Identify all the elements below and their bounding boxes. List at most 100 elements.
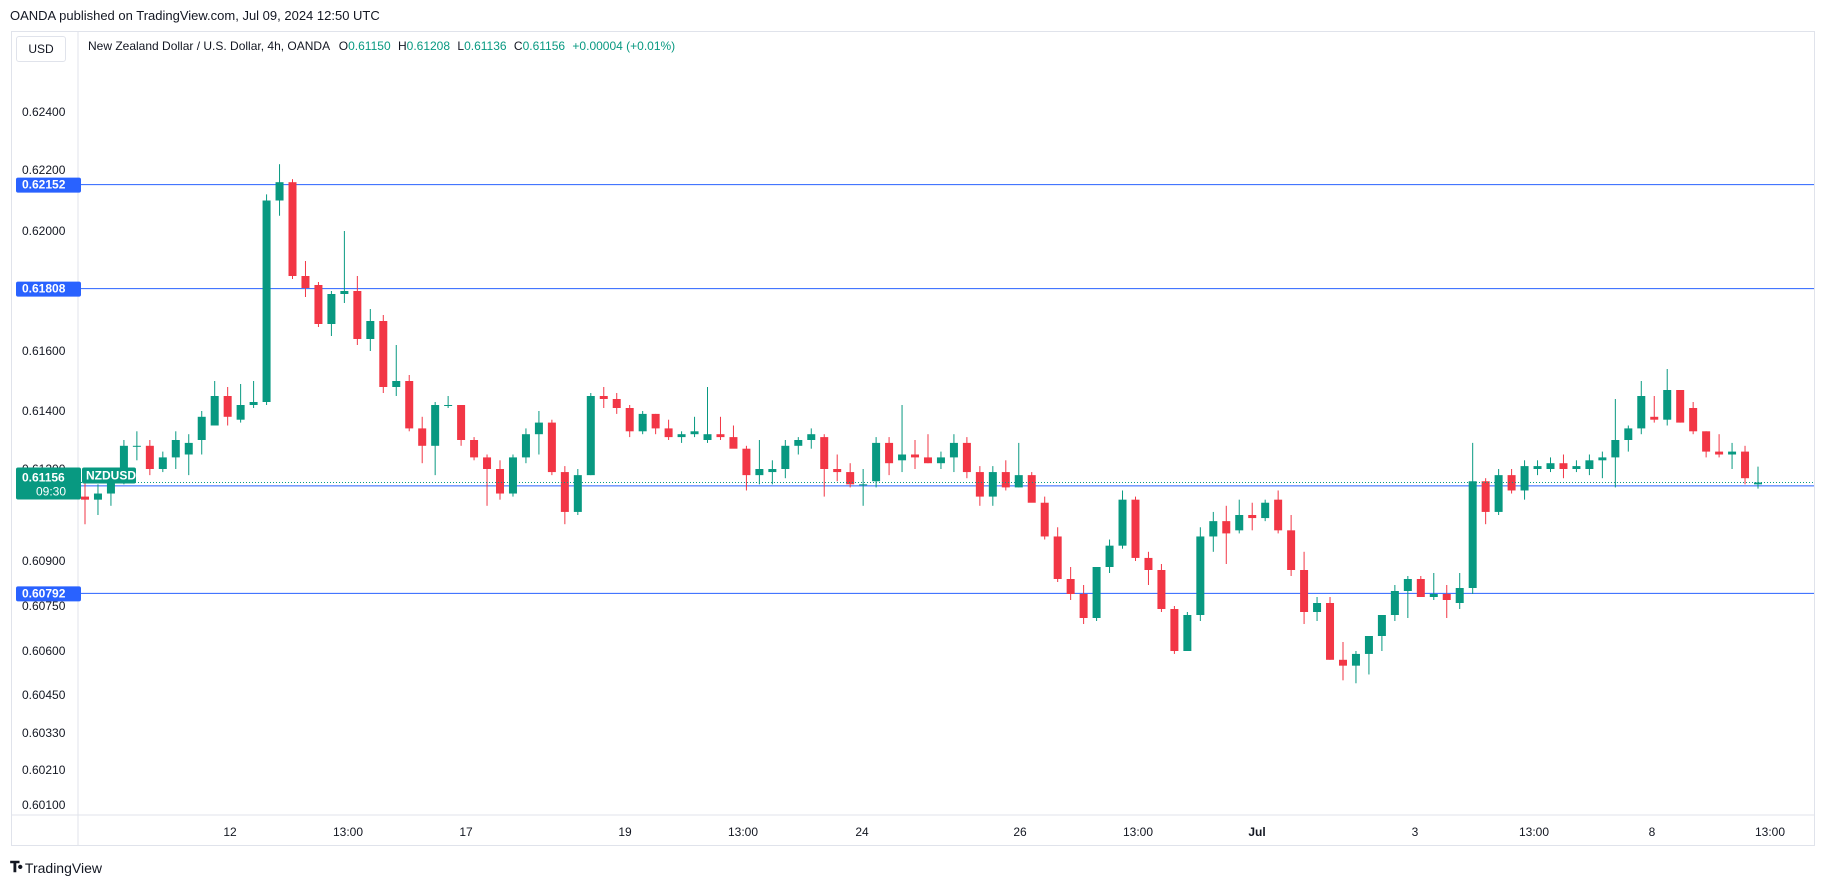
last-price-label-box [16, 467, 81, 500]
candle-body [521, 434, 530, 458]
candle-body [327, 294, 336, 324]
candle-body [547, 422, 556, 473]
x-tick-label: 13:00 [1519, 825, 1549, 839]
candle-body [1429, 594, 1438, 597]
candle-body [703, 434, 712, 440]
tradingview-brand: 𝐓• TradingView [10, 859, 102, 876]
candle-body [405, 381, 414, 429]
tradingview-logo-icon: 𝐓• [10, 859, 23, 876]
candle-body [560, 472, 569, 512]
candle-body [1157, 570, 1166, 609]
candle-body [1676, 390, 1685, 423]
candle-body [197, 416, 206, 440]
candle-body [1468, 481, 1477, 588]
y-tick-label: 0.62200 [22, 163, 66, 177]
candle-body [1144, 557, 1153, 570]
candle-body [1546, 463, 1555, 469]
candle-body [1287, 530, 1296, 570]
candle-body [249, 402, 258, 405]
candle-body [1183, 615, 1192, 651]
candle-body [988, 472, 997, 497]
y-tick-label: 0.60330 [22, 726, 66, 740]
candle-body [1313, 603, 1322, 612]
candle-body [444, 405, 453, 406]
candle-body [1650, 416, 1659, 420]
level-price-label: 0.61808 [22, 282, 66, 296]
symbol-tag-label: NZDUSD [86, 468, 136, 482]
y-tick-label: 0.62000 [22, 224, 66, 238]
x-tick-label: 12 [223, 825, 237, 839]
candle-body [1040, 502, 1049, 537]
candle-body [1131, 499, 1140, 558]
candle-body [496, 469, 505, 494]
x-tick-label: 13:00 [728, 825, 758, 839]
candle-body [1209, 521, 1218, 537]
candle-body [612, 399, 621, 408]
candle-body [885, 442, 894, 464]
candle-body [431, 405, 440, 446]
brand-label: TradingView [24, 859, 102, 876]
y-tick-label: 0.60450 [22, 688, 66, 702]
y-tick-label: 0.60100 [22, 798, 66, 812]
instrument-label: New Zealand Dollar / U.S. Dollar, 4h, OA… [88, 39, 330, 53]
candle-body [353, 291, 362, 339]
candle-body [1326, 603, 1335, 660]
candle-body [768, 469, 777, 473]
chart-frame [11, 31, 1815, 846]
x-tick-label: 3 [1412, 825, 1419, 839]
candle-body [275, 182, 284, 201]
candle-body [1559, 463, 1568, 469]
y-tick-label: 0.61400 [22, 404, 66, 418]
chart-legend: New Zealand Dollar / U.S. Dollar, 4h, OA… [88, 39, 675, 53]
candle-body [1754, 482, 1762, 485]
candle-body [1455, 588, 1464, 603]
x-tick-label: Jul [1248, 825, 1265, 839]
candle-body [742, 448, 751, 476]
candle-body [470, 440, 479, 458]
candle-body [975, 472, 984, 497]
x-tick-label: 19 [618, 825, 632, 839]
candle-body [1481, 481, 1490, 512]
open-value: 0.61150 [348, 39, 391, 53]
candle-body [1092, 567, 1101, 618]
candle-body [457, 405, 466, 440]
candle-body [898, 454, 907, 461]
level-price-label-box [16, 586, 81, 602]
candle-body [1338, 659, 1347, 666]
candle-body [1533, 466, 1542, 469]
candle-body [158, 457, 167, 469]
change-value: +0.00004 (+0.01%) [572, 39, 676, 53]
x-tick-label: 26 [1013, 825, 1027, 839]
candle-body [288, 182, 297, 276]
level-price-label-box [16, 281, 81, 297]
candle-body [1442, 594, 1451, 600]
candle-body [573, 475, 582, 512]
candle-body [418, 428, 427, 446]
open-label: O [338, 39, 349, 53]
y-tick-label: 0.60900 [22, 554, 66, 568]
candle-body [794, 440, 803, 446]
candle-body [1663, 390, 1672, 420]
candle-body [1637, 396, 1646, 429]
candle-body [755, 469, 764, 476]
candle-body [1274, 499, 1283, 531]
candle-body [301, 276, 310, 288]
candle-body [262, 200, 271, 402]
candle-body [1624, 428, 1633, 440]
x-tick-label: 8 [1649, 825, 1656, 839]
candle-body [911, 454, 920, 458]
candle-body [1728, 451, 1737, 455]
candle-body [1689, 408, 1698, 432]
y-tick-label: 0.60210 [22, 763, 66, 777]
symbol-tag-box [82, 467, 136, 484]
candle-body [1066, 579, 1075, 594]
candle-body [534, 422, 543, 435]
candle-body [171, 440, 180, 458]
currency-selector[interactable]: USD [16, 36, 66, 62]
candle-body [1222, 521, 1231, 534]
candle-body [223, 396, 232, 417]
candle-body [677, 434, 686, 438]
candle-body [314, 285, 323, 324]
x-tick-label: 24 [855, 825, 869, 839]
